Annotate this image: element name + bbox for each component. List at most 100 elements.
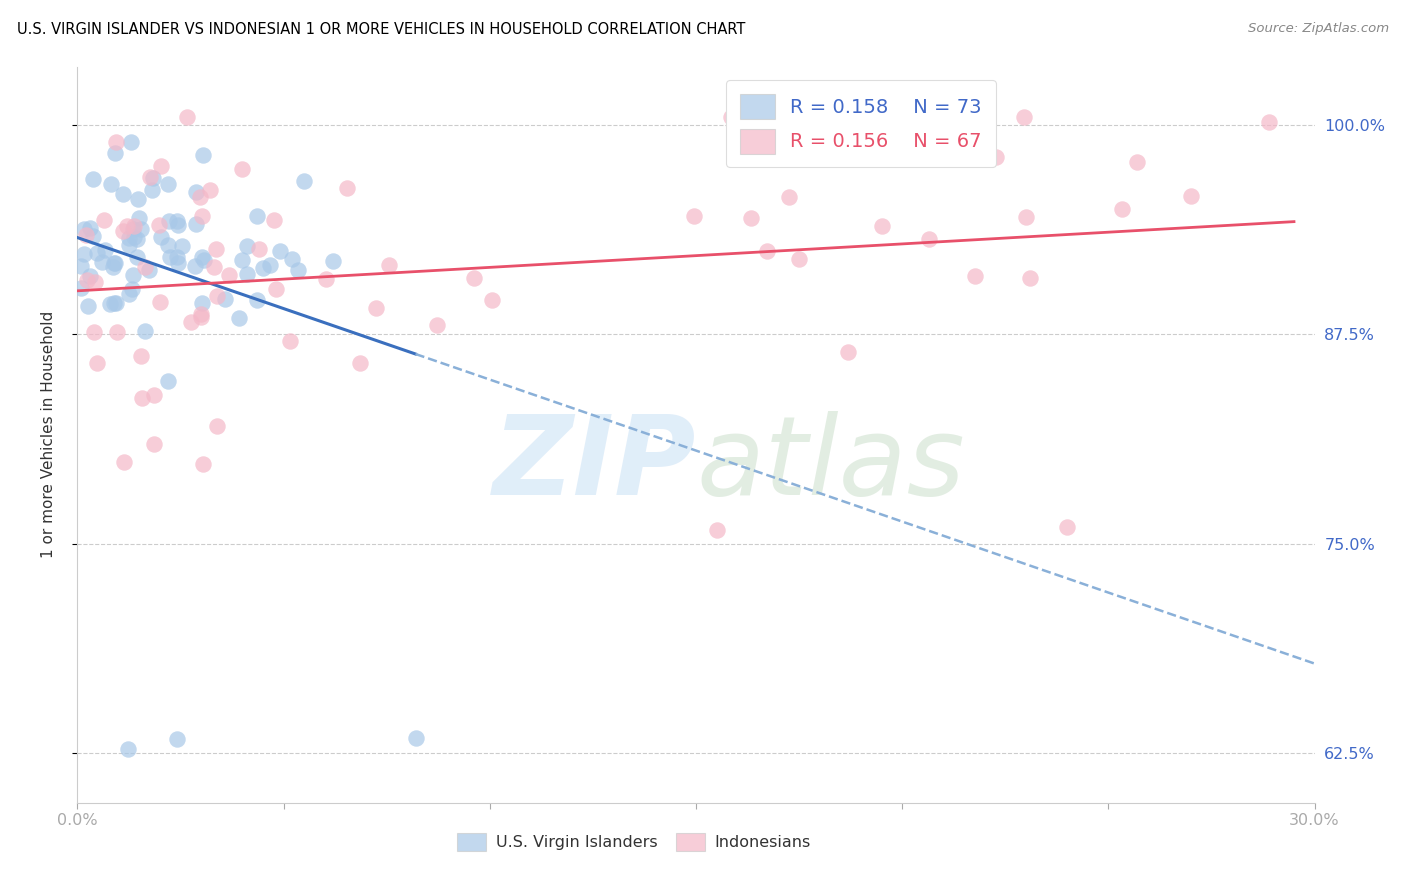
Point — [131, 391, 153, 405]
Point — [93, 213, 115, 227]
Point — [198, 183, 221, 197]
Point — [778, 189, 800, 203]
Point — [190, 307, 212, 321]
Point — [73, 222, 96, 236]
Point — [918, 232, 941, 246]
Point — [202, 260, 225, 274]
Point — [122, 229, 145, 244]
Point — [336, 181, 359, 195]
Point — [157, 214, 180, 228]
Point — [188, 190, 211, 204]
Point — [70, 260, 93, 274]
Point — [93, 243, 115, 257]
Point — [481, 293, 503, 307]
Point — [101, 260, 124, 274]
Point — [167, 256, 190, 270]
Point — [228, 311, 250, 326]
Point — [425, 318, 447, 333]
Point — [91, 255, 114, 269]
Point — [111, 224, 134, 238]
Point — [100, 178, 122, 192]
Point — [180, 315, 202, 329]
Point — [740, 211, 762, 225]
Point — [278, 334, 301, 348]
Point — [138, 263, 160, 277]
Point — [236, 239, 259, 253]
Point — [149, 229, 172, 244]
Point — [129, 221, 152, 235]
Point — [870, 219, 893, 233]
Point — [292, 174, 315, 188]
Point — [125, 232, 148, 246]
Point — [103, 296, 125, 310]
Point — [167, 218, 190, 232]
Point — [166, 214, 188, 228]
Point — [266, 281, 288, 295]
Point — [755, 244, 778, 259]
Point — [287, 262, 309, 277]
Point — [205, 289, 228, 303]
Legend: U.S. Virgin Islanders, Indonesians: U.S. Virgin Islanders, Indonesians — [451, 826, 817, 857]
Point — [214, 292, 236, 306]
Point — [166, 250, 188, 264]
Point — [82, 171, 104, 186]
Point — [83, 325, 105, 339]
Point — [683, 209, 706, 223]
Point — [463, 271, 485, 285]
Point — [141, 183, 163, 197]
Text: atlas: atlas — [696, 411, 965, 517]
Point — [247, 242, 270, 256]
Point — [186, 217, 208, 231]
Point — [322, 254, 344, 268]
Point — [1180, 188, 1202, 202]
Point — [76, 300, 98, 314]
Point — [191, 457, 214, 471]
Point — [103, 256, 125, 270]
Point — [156, 238, 179, 252]
Point — [190, 310, 212, 324]
Point — [128, 211, 150, 225]
Point — [236, 267, 259, 281]
Text: Source: ZipAtlas.com: Source: ZipAtlas.com — [1249, 22, 1389, 36]
Point — [70, 280, 93, 294]
Point — [84, 275, 107, 289]
Point — [315, 272, 337, 286]
Point — [963, 268, 986, 283]
Point — [142, 171, 165, 186]
Point — [118, 231, 141, 245]
Point — [157, 177, 180, 191]
Point — [86, 245, 108, 260]
Point — [252, 261, 274, 276]
Point — [139, 169, 162, 184]
Point — [105, 296, 128, 310]
Point — [1015, 211, 1038, 225]
Point — [79, 269, 101, 284]
Point — [73, 246, 96, 260]
Point — [79, 220, 101, 235]
Point — [143, 388, 166, 402]
Point — [1056, 520, 1078, 534]
Point — [127, 192, 149, 206]
Point — [149, 159, 172, 173]
Point — [191, 295, 214, 310]
Point — [405, 731, 427, 745]
Point — [191, 148, 214, 162]
Point — [134, 324, 156, 338]
Point — [120, 136, 142, 150]
Point — [1125, 155, 1147, 169]
Point — [269, 244, 291, 259]
Point — [218, 268, 240, 282]
Text: U.S. VIRGIN ISLANDER VS INDONESIAN 1 OR MORE VEHICLES IN HOUSEHOLD CORRELATION C: U.S. VIRGIN ISLANDER VS INDONESIAN 1 OR … — [17, 22, 745, 37]
Point — [157, 375, 180, 389]
Point — [127, 250, 149, 264]
Point — [204, 242, 226, 256]
Point — [112, 455, 135, 469]
Point — [207, 418, 229, 433]
Point — [377, 258, 399, 272]
Point — [122, 221, 145, 235]
Point — [76, 273, 98, 287]
Y-axis label: 1 or more Vehicles in Household: 1 or more Vehicles in Household — [42, 311, 56, 558]
Point — [349, 356, 371, 370]
Point — [86, 356, 108, 370]
Point — [984, 150, 1007, 164]
